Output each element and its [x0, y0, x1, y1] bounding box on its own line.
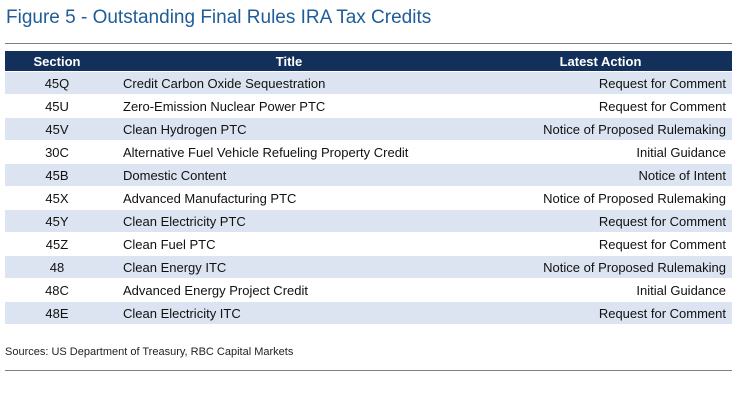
- table-header-row: Section Title Latest Action: [5, 51, 732, 71]
- cell-title: Credit Carbon Oxide Sequestration: [109, 72, 469, 94]
- cell-section: 45Z: [5, 233, 109, 255]
- cell-section: 48C: [5, 279, 109, 301]
- cell-section: 30C: [5, 141, 109, 163]
- table-row: 45U Zero-Emission Nuclear Power PTC Requ…: [5, 95, 732, 117]
- source-note: Sources: US Department of Treasury, RBC …: [5, 346, 294, 358]
- cell-title: Alternative Fuel Vehicle Refueling Prope…: [109, 141, 469, 163]
- cell-title: Clean Energy ITC: [109, 256, 469, 278]
- cell-latest-action: Notice of Proposed Rulemaking: [469, 118, 732, 140]
- cell-latest-action: Request for Comment: [469, 72, 732, 94]
- cell-title: Domestic Content: [109, 164, 469, 186]
- cell-section: 45B: [5, 164, 109, 186]
- cell-title: Clean Electricity ITC: [109, 302, 469, 324]
- cell-section: 48E: [5, 302, 109, 324]
- cell-latest-action: Request for Comment: [469, 302, 732, 324]
- cell-section: 48: [5, 256, 109, 278]
- table-row: 30C Alternative Fuel Vehicle Refueling P…: [5, 141, 732, 163]
- cell-section: 45Q: [5, 72, 109, 94]
- table-row: 45Y Clean Electricity PTC Request for Co…: [5, 210, 732, 232]
- tax-credits-table: Section Title Latest Action 45Q Credit C…: [5, 50, 732, 325]
- top-divider: [5, 43, 732, 44]
- bottom-divider: [5, 370, 732, 371]
- cell-latest-action: Notice of Proposed Rulemaking: [469, 187, 732, 209]
- figure-title: Figure 5 - Outstanding Final Rules IRA T…: [6, 7, 432, 28]
- table-row: 48C Advanced Energy Project Credit Initi…: [5, 279, 732, 301]
- cell-title: Zero-Emission Nuclear Power PTC: [109, 95, 469, 117]
- cell-title: Advanced Energy Project Credit: [109, 279, 469, 301]
- cell-title: Clean Fuel PTC: [109, 233, 469, 255]
- cell-title: Clean Electricity PTC: [109, 210, 469, 232]
- table-row: 45X Advanced Manufacturing PTC Notice of…: [5, 187, 732, 209]
- table-row: 48 Clean Energy ITC Notice of Proposed R…: [5, 256, 732, 278]
- table-row: 48E Clean Electricity ITC Request for Co…: [5, 302, 732, 324]
- cell-latest-action: Request for Comment: [469, 210, 732, 232]
- cell-latest-action: Initial Guidance: [469, 141, 732, 163]
- cell-section: 45V: [5, 118, 109, 140]
- header-title: Title: [109, 51, 469, 71]
- table-row: 45B Domestic Content Notice of Intent: [5, 164, 732, 186]
- cell-section: 45U: [5, 95, 109, 117]
- cell-title: Advanced Manufacturing PTC: [109, 187, 469, 209]
- cell-latest-action: Notice of Proposed Rulemaking: [469, 256, 732, 278]
- cell-section: 45X: [5, 187, 109, 209]
- header-latest-action: Latest Action: [469, 51, 732, 71]
- header-section: Section: [5, 51, 109, 71]
- table-row: 45V Clean Hydrogen PTC Notice of Propose…: [5, 118, 732, 140]
- cell-latest-action: Initial Guidance: [469, 279, 732, 301]
- cell-latest-action: Notice of Intent: [469, 164, 732, 186]
- cell-title: Clean Hydrogen PTC: [109, 118, 469, 140]
- cell-latest-action: Request for Comment: [469, 233, 732, 255]
- cell-latest-action: Request for Comment: [469, 95, 732, 117]
- table-row: 45Q Credit Carbon Oxide Sequestration Re…: [5, 72, 732, 94]
- cell-section: 45Y: [5, 210, 109, 232]
- table-row: 45Z Clean Fuel PTC Request for Comment: [5, 233, 732, 255]
